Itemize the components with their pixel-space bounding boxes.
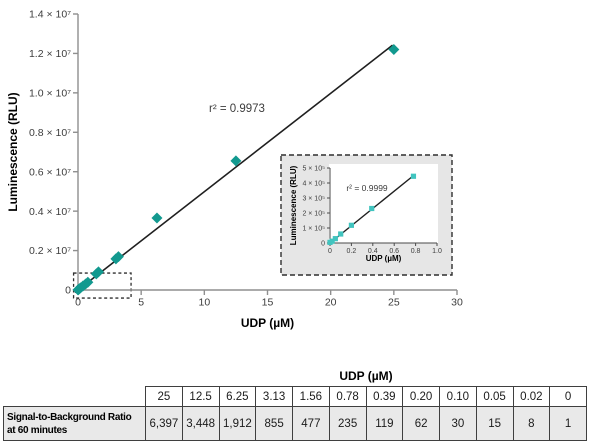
table-title: UDP (µM) bbox=[339, 369, 393, 383]
y-tick-label: 4 × 10⁵ bbox=[302, 180, 325, 187]
data-point-diamond bbox=[388, 43, 400, 55]
data-point-square bbox=[348, 222, 354, 228]
x-tick-label: 0.6 bbox=[389, 248, 399, 255]
data-point-diamond bbox=[82, 276, 94, 288]
row-label: Signal-to-Background Ratio at 60 minutes bbox=[3, 406, 146, 441]
y-tick-label: 5 × 10⁵ bbox=[302, 165, 325, 172]
data-point-square bbox=[410, 173, 417, 179]
data-point-diamond bbox=[151, 212, 163, 224]
main-standard-curve: 0 5 10 15 20 25 30 0 0.2 × 10⁷ 0.4 × 10⁷ 0.6 × 10⁷… bbox=[6, 9, 463, 330]
x-tick-label: 0 bbox=[75, 297, 81, 309]
y-tick-label: 1.0 × 10⁷ bbox=[29, 88, 71, 100]
ratio-cell: 30 bbox=[439, 406, 477, 441]
data-point-square bbox=[338, 231, 344, 237]
x-tick-label: 25 bbox=[388, 297, 400, 309]
x-tick-label: 15 bbox=[262, 297, 274, 309]
x-tick-label: 0 bbox=[328, 248, 332, 255]
concentration-cell: 6.25 bbox=[218, 386, 257, 407]
inset-low-concentration: 0 0.2 0.4 0.6 0.8 1.0 0 1 × 10⁵ 2 × 10⁵ 3 × 10⁵ 4 … bbox=[289, 165, 442, 263]
ratio-cell: 62 bbox=[402, 406, 440, 441]
y-tick-label: 1 × 10⁵ bbox=[302, 225, 325, 232]
ratio-row: Signal-to-Background Ratio at 60 minutes… bbox=[3, 406, 587, 441]
y-tick-label: 0 bbox=[321, 240, 325, 247]
signal-to-background-table: 25 12.5 6.25 3.13 1.56 0.78 0.39 0.20 0.10 0.05 0.… bbox=[3, 386, 587, 441]
data-point-diamond bbox=[112, 251, 124, 263]
inset-frame bbox=[280, 154, 453, 276]
x-axis-title: UDP (µM) bbox=[366, 254, 402, 263]
data-point-diamond bbox=[230, 155, 242, 167]
concentration-cell: 0 bbox=[549, 386, 587, 407]
y-tick-label: 0.6 × 10⁷ bbox=[29, 166, 71, 178]
ratio-cell: 477 bbox=[292, 406, 330, 441]
x-tick-label: 30 bbox=[451, 297, 463, 309]
x-tick-label: 0.8 bbox=[411, 248, 421, 255]
concentration-cell: 0.02 bbox=[512, 386, 551, 407]
concentration-cell: 1.56 bbox=[292, 386, 330, 407]
data-point-diamond bbox=[92, 266, 104, 278]
concentration-cell: 3.13 bbox=[255, 386, 293, 407]
y-tick-label: 0.2 × 10⁷ bbox=[29, 245, 71, 257]
x-tick-label: 5 bbox=[138, 297, 144, 309]
ratio-cell: 3,448 bbox=[181, 406, 220, 441]
y-tick-label: 3 × 10⁵ bbox=[302, 195, 325, 202]
concentration-cell: 0.10 bbox=[439, 386, 477, 407]
x-tick-label: 0.4 bbox=[368, 248, 378, 255]
ratio-cell: 8 bbox=[512, 406, 551, 441]
y-axis-title: Luminescence (RLU) bbox=[289, 165, 298, 245]
ratio-cell: 1,912 bbox=[218, 406, 257, 441]
y-axis-title: Luminescence (RLU) bbox=[6, 92, 20, 211]
spacer-cell bbox=[4, 387, 146, 407]
y-tick-label: 0.8 × 10⁷ bbox=[29, 127, 71, 139]
concentration-cell: 0.05 bbox=[475, 386, 514, 407]
r-squared-annotation: r² = 0.9973 bbox=[209, 103, 265, 115]
x-tick-label: 0.2 bbox=[347, 248, 357, 255]
data-point-square bbox=[329, 238, 335, 244]
concentration-cell: 25 bbox=[145, 386, 183, 407]
y-tick-label: 0 bbox=[65, 285, 71, 297]
signal-to-background-table-block: UDP (µM) 25 12.5 6.25 3.13 1.56 0.78 0.39 0.20 0… bbox=[3, 366, 587, 441]
fit-line bbox=[74, 44, 394, 294]
y-tick-label: 0.4 × 10⁷ bbox=[29, 206, 71, 218]
x-tick-label: 10 bbox=[198, 297, 210, 309]
r-squared-annotation: r² = 0.9999 bbox=[346, 183, 388, 193]
main-standard-curve-points bbox=[72, 43, 400, 296]
y-tick-label: 1.4 × 10⁷ bbox=[29, 9, 71, 21]
ratio-cell: 6,397 bbox=[145, 406, 183, 441]
data-point-square bbox=[332, 236, 338, 242]
inset-low-concentration-points bbox=[327, 173, 417, 245]
ratio-cell: 15 bbox=[475, 406, 514, 441]
ratio-cell: 119 bbox=[365, 406, 404, 441]
concentration-row: 25 12.5 6.25 3.13 1.56 0.78 0.39 0.20 0.10 0.05 0.… bbox=[4, 386, 587, 407]
ratio-cell: 1 bbox=[549, 406, 587, 441]
ratio-cell: 855 bbox=[255, 406, 293, 441]
y-tick-label: 1.2 × 10⁷ bbox=[29, 48, 71, 60]
concentration-cell: 12.5 bbox=[181, 386, 220, 407]
y-tick-label: 2 × 10⁵ bbox=[302, 210, 325, 217]
x-axis-title: UDP (µM) bbox=[241, 316, 294, 330]
x-tick-label: 1.0 bbox=[432, 248, 442, 255]
luminescence-vs-udp-chart: 0 5 10 15 20 25 30 0 0.2 × 10⁷ 0.4 × 10⁷ 0.6 × 10⁷… bbox=[6, 9, 463, 330]
concentration-cell: 0.39 bbox=[365, 386, 404, 407]
concentration-cell: 0.78 bbox=[328, 386, 367, 407]
data-point-square bbox=[369, 205, 375, 212]
ratio-cell: 235 bbox=[328, 406, 367, 441]
concentration-cell: 0.20 bbox=[402, 386, 440, 407]
x-tick-label: 20 bbox=[325, 297, 337, 309]
